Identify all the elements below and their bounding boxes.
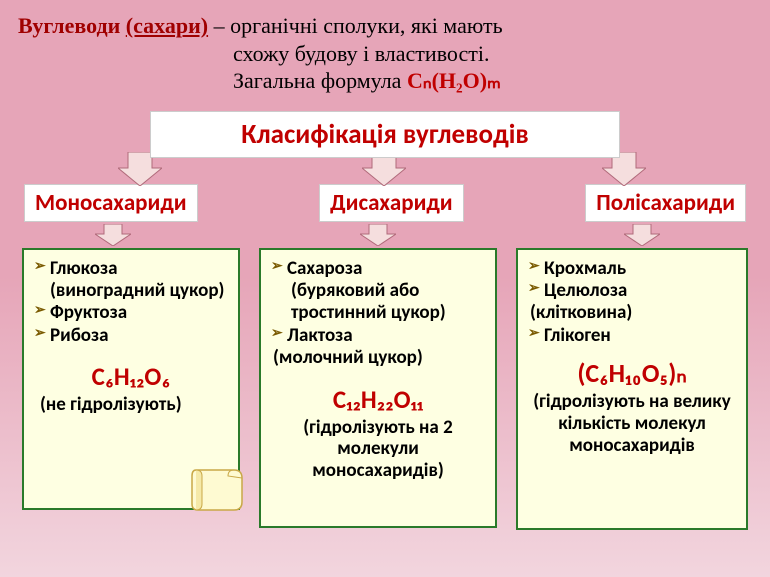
box-formula: С₆Н₁₂О₆	[34, 361, 228, 392]
box-formula-note: (гідролізують на 2 молекули моносахариді…	[271, 417, 485, 483]
def-part1: – органічні сполуки, які мають	[208, 13, 503, 38]
box-di: Сахароза (буряковий або тростинний цукор…	[259, 248, 497, 528]
item-note: (молочний цукор)	[271, 347, 485, 369]
box-formula: С₁₂Н₂₂О₁₁	[271, 384, 485, 415]
def-line2: схожу будову і властивості.	[18, 40, 752, 68]
item-note: (виноградний цукор)	[34, 280, 228, 302]
box-formula: (С₆Н₁₀О₅)ₙ	[528, 357, 736, 389]
list-item: Лактоза	[271, 325, 485, 347]
term-alt: (сахари)	[126, 13, 208, 38]
list-item: Сахароза	[271, 258, 485, 280]
category-di: Дисахариди	[319, 184, 463, 222]
box-poly: Крохмаль Целюлоза (клітковина) Глікоген …	[516, 248, 748, 530]
category-arrows	[0, 224, 770, 248]
category-mono: Моносахариди	[24, 184, 198, 222]
list-item: Фруктоза	[34, 302, 228, 324]
list-item: Крохмаль	[528, 258, 736, 280]
list-item: Глюкоза	[34, 258, 228, 280]
list-item: Рибоза	[34, 325, 228, 347]
list-item: Целюлоза	[528, 280, 736, 302]
content-boxes: Глюкоза (виноградний цукор) Фруктоза Риб…	[0, 248, 770, 530]
general-formula: Cₙ(H₂O)ₘ	[407, 68, 501, 93]
box-formula-note: (гідролізують на велику кількість молеку…	[528, 391, 736, 457]
category-row: Моносахариди Дисахариди Полісахариди	[0, 184, 770, 222]
scroll-icon	[188, 464, 248, 516]
definition-header: Вуглеводи (сахари) – органічні сполуки, …	[0, 0, 770, 101]
term: Вуглеводи	[18, 13, 120, 38]
def-line3-prefix: Загальна формула	[233, 68, 407, 93]
category-poly: Полісахариди	[585, 184, 746, 222]
classification-title: Класифікація вуглеводів	[150, 111, 620, 158]
list-item: Глікоген	[528, 325, 736, 347]
box-mono: Глюкоза (виноградний цукор) Фруктоза Риб…	[22, 248, 240, 510]
box-formula-note: (не гідролізують)	[34, 394, 228, 416]
item-note: (клітковина)	[528, 302, 736, 324]
item-note: (буряковий або тростинний цукор)	[271, 280, 485, 325]
